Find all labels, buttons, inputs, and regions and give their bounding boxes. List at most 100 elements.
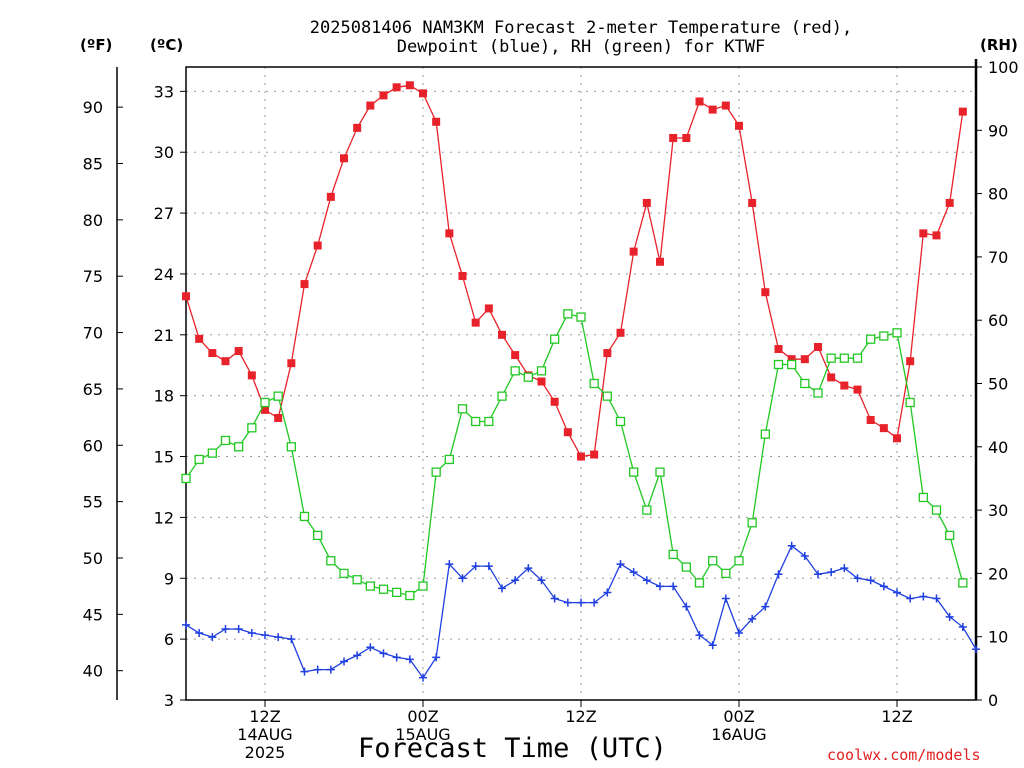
rh-point xyxy=(510,366,520,376)
temperature-point xyxy=(642,198,651,207)
temperature-point xyxy=(919,229,928,238)
temperature-point xyxy=(458,271,467,280)
dewpoint-point xyxy=(629,568,638,577)
dewpoint-point xyxy=(669,582,678,591)
x-tick-label: 00Z xyxy=(407,707,438,726)
rh-point xyxy=(576,312,586,322)
temperature-point xyxy=(827,373,836,382)
rh-point xyxy=(721,568,731,579)
temperature-point xyxy=(814,342,822,351)
rh-point xyxy=(313,530,323,541)
dewpoint-point xyxy=(932,594,941,603)
temperature-point xyxy=(498,330,506,339)
rh-point xyxy=(247,423,257,433)
dewpoint-point xyxy=(603,588,612,597)
rh-point xyxy=(694,578,705,588)
rh-point xyxy=(629,467,639,477)
dewpoint-point xyxy=(484,562,493,571)
rh-point xyxy=(326,556,336,566)
rh-point xyxy=(523,372,533,382)
temperature-point xyxy=(906,357,915,366)
temperature-point xyxy=(550,397,559,406)
temperature-point xyxy=(669,134,678,143)
rh-point xyxy=(378,584,389,594)
rh-point xyxy=(418,581,428,591)
fahrenheit-tick-label: 55 xyxy=(83,493,103,512)
fahrenheit-tick-label: 75 xyxy=(83,267,103,286)
rh-point xyxy=(589,378,599,389)
dewpoint-point xyxy=(419,673,427,682)
fahrenheit-tick-label: 70 xyxy=(83,324,103,343)
credit-text: coolwx.com/models xyxy=(827,746,981,764)
rh-point xyxy=(484,416,494,427)
rh-point xyxy=(615,416,626,427)
dewpoint-point xyxy=(498,584,506,593)
dewpoint-point xyxy=(392,653,401,662)
dewpoint-point xyxy=(656,582,664,591)
dewpoint-point xyxy=(182,620,190,629)
temperature-point xyxy=(326,192,335,201)
dewpoint-point xyxy=(274,633,283,642)
x-tick-label: 00Z xyxy=(723,707,754,726)
dewpoint-point xyxy=(906,594,915,603)
rh-point xyxy=(931,505,942,515)
rh-point xyxy=(194,454,204,465)
dewpoint-point xyxy=(550,594,559,603)
temperature-point xyxy=(300,280,309,289)
rh-point xyxy=(681,562,691,572)
dewpoint-point xyxy=(866,576,875,585)
rh-point xyxy=(181,473,191,484)
rh-point xyxy=(668,549,678,560)
temperature-point xyxy=(287,359,296,368)
fahrenheit-tick-label: 80 xyxy=(83,211,103,230)
dewpoint-point xyxy=(326,665,335,674)
dewpoint-point xyxy=(247,629,256,638)
temperature-point xyxy=(261,405,269,414)
rh-point xyxy=(866,334,876,344)
rh-tick-label: 70 xyxy=(988,248,1008,267)
rh-point xyxy=(497,391,507,401)
dewpoint-point xyxy=(787,541,796,550)
celsius-tick-label: 15 xyxy=(154,448,174,467)
temperature-point xyxy=(708,105,717,114)
dewpoint-point xyxy=(313,665,322,674)
x-tick-label: 15AUG xyxy=(395,725,450,744)
x-tick-label: 16AUG xyxy=(711,725,766,744)
temperature-point xyxy=(616,328,625,337)
temperature-point xyxy=(405,81,414,90)
temperature-point xyxy=(484,304,493,313)
dewpoint-point xyxy=(511,576,520,585)
dewpoint-point xyxy=(537,576,546,585)
dewpoint-point xyxy=(353,651,362,660)
fahrenheit-tick-label: 65 xyxy=(83,380,103,399)
x-tick-label: 12Z xyxy=(881,707,912,726)
celsius-tick-label: 12 xyxy=(154,508,174,527)
rh-point xyxy=(708,556,718,566)
temperature-point xyxy=(247,371,256,380)
temperature-point xyxy=(445,229,454,238)
rh-point xyxy=(918,492,928,503)
rh-tick-label: 30 xyxy=(988,501,1008,520)
celsius-tick-label: 18 xyxy=(154,387,174,406)
temperature-point xyxy=(313,241,322,250)
temperature-point xyxy=(945,198,954,207)
temperature-point xyxy=(932,231,941,240)
rh-point xyxy=(892,328,902,338)
dewpoint-point xyxy=(853,574,862,583)
rh-tick-label: 0 xyxy=(988,691,998,710)
rh-point xyxy=(800,378,810,389)
dewpoint-point xyxy=(774,570,783,579)
fahrenheit-tick-label: 90 xyxy=(83,98,103,117)
fahrenheit-unit-label: (ºF) xyxy=(80,36,113,54)
temperature-point xyxy=(735,121,743,130)
celsius-tick-label: 30 xyxy=(154,143,174,162)
dewpoint-point xyxy=(945,612,954,621)
temperature-point xyxy=(221,357,230,366)
rh-point xyxy=(260,397,270,408)
temperature-point xyxy=(840,381,849,390)
rh-point xyxy=(536,366,547,376)
temperature-point xyxy=(603,349,612,358)
temperature-point xyxy=(511,351,520,360)
temperature-point xyxy=(182,292,190,301)
dewpoint-point xyxy=(800,551,809,560)
